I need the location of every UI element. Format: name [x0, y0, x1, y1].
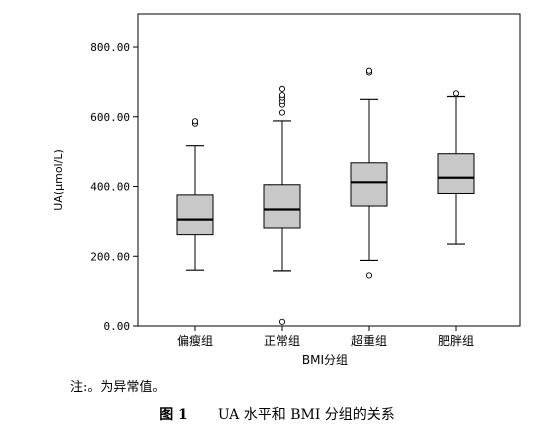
y-tick-label: 0.00: [104, 320, 131, 333]
outlier-point: [278, 318, 286, 325]
outlier-point: [452, 90, 460, 97]
iqr-box: [350, 162, 388, 207]
box-超重组: [350, 67, 388, 279]
iqr-box: [176, 194, 214, 236]
x-tick-label: 偏瘦组: [177, 333, 213, 348]
figure-title: UA 水平和 BMI 分组的关系: [217, 407, 395, 423]
box-肥胖组: [437, 90, 475, 245]
outlier-point: [365, 67, 373, 74]
x-tick-label: 正常组: [264, 334, 300, 348]
y-tick-label: 200.00: [90, 250, 130, 263]
y-axis-title: UA(μmol/L): [52, 149, 65, 211]
figure-caption: 图 1 UA 水平和 BMI 分组的关系: [0, 404, 554, 424]
x-tick-label: 肥胖组: [438, 334, 474, 348]
chart-note: 注:。为异常值。: [70, 380, 166, 395]
outlier-point: [278, 109, 286, 116]
iqr-box: [263, 184, 301, 229]
box-plot-chart: 0.00 200.00 400.00 600.00 800.00 偏瘦组 正常组 超重组 肥胖…: [52, 13, 521, 367]
y-tick-label: 400.00: [90, 181, 130, 194]
figure-number: 图 1: [159, 407, 188, 423]
x-tick-label: 超重组: [351, 333, 387, 348]
y-tick-label: 800.00: [90, 41, 130, 54]
iqr-box: [437, 153, 475, 194]
plot-area: [137, 13, 521, 327]
outlier-point: [191, 118, 199, 125]
outlier-point: [278, 85, 286, 92]
outlier-point: [365, 272, 373, 279]
x-axis-title: BMI分组: [302, 353, 348, 367]
outlier-point: [278, 92, 286, 99]
y-tick-label: 600.00: [90, 111, 130, 124]
box-偏瘦组: [176, 118, 214, 271]
box-正常组: [263, 85, 301, 325]
